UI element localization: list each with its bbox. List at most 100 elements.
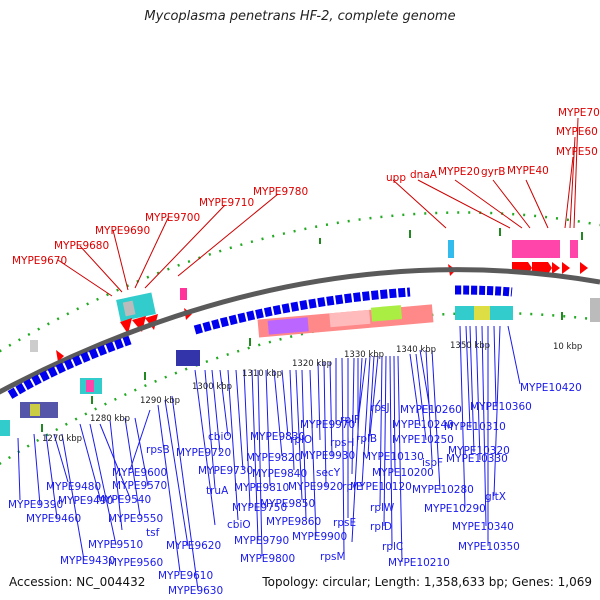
tick-label-5: 1320 kbp <box>292 359 332 369</box>
bottom-gene-label-33: MYPE9930 <box>300 450 355 462</box>
bottom-gene-label-41: MYPE10120 <box>350 481 412 493</box>
top-gene-label-12: MYPE60 <box>556 126 598 138</box>
top-gene-label-4: MYPE9710 <box>199 197 254 209</box>
bottom-gene-label-4: MYPE9430 <box>60 555 115 567</box>
bottom-gene-label-17: MYPE9720 <box>176 447 231 459</box>
bottom-gene-label-49: rpsJ <box>370 402 390 414</box>
top-gene-label-10: MYPE40 <box>507 165 549 177</box>
tick-label-2: 1290 kbp <box>140 396 180 406</box>
bottom-gene-label-19: MYPE9730 <box>198 465 253 477</box>
bottom-gene-label-55: MYPE10290 <box>424 503 486 515</box>
bottom-gene-label-13: MYPE9610 <box>158 570 213 582</box>
bottom-gene-labels: MYPE9390 MYPE9460 MYPE9480 MYPE9490 MYPE9430… <box>8 382 582 597</box>
reverse-strand-arrows <box>7 285 513 399</box>
bottom-gene-label-57: MYPE10320 <box>448 445 510 457</box>
top-gene-label-7: dnaA <box>410 169 438 181</box>
bottom-gene-label-12: rpsB <box>146 444 170 456</box>
tick-label-7: 1340 kbp <box>396 345 436 355</box>
bottom-gene-label-51: MYPE10250 <box>392 434 454 446</box>
tick-label-9: 10 kbp <box>553 342 582 352</box>
bottom-gene-label-21: MYPE9750 <box>232 502 287 514</box>
figure-title: Mycoplasma penetrans HF-2, complete geno… <box>144 9 456 24</box>
bottom-gene-label-63: MYPE10420 <box>520 382 582 394</box>
bottom-gene-label-18: cbiO <box>208 431 232 443</box>
bottom-gene-label-8: MYPE9560 <box>108 557 163 569</box>
top-gene-label-6: upp <box>386 172 406 184</box>
bottom-gene-label-14: MYPE9620 <box>166 540 221 552</box>
bottom-gene-label-27: MYPE9840 <box>252 468 307 480</box>
tick-label-0: 1270 kbp <box>42 434 82 444</box>
bottom-gene-label-16: truA <box>206 485 229 497</box>
bottom-gene-label-47: MYPE10200 <box>372 467 434 479</box>
bottom-gene-label-1: MYPE9460 <box>26 513 81 525</box>
bottom-gene-label-26: MYPE9830 <box>250 431 305 443</box>
top-gene-label-3: MYPE9700 <box>145 212 200 224</box>
bottom-gene-label-58: MYPE10330 <box>446 453 508 465</box>
topology-summary: Topology: circular; Length: 1,358,633 bp… <box>262 575 592 589</box>
dotted-grid <box>0 211 600 466</box>
top-callout-lines <box>57 117 579 297</box>
genome-backbone <box>0 267 600 395</box>
bottom-gene-label-25: MYPE9820 <box>246 452 301 464</box>
tick-label-8: 1350 kbp <box>450 341 490 351</box>
bottom-gene-label-6: MYPE9540 <box>96 494 151 506</box>
bottom-gene-label-36: rpsE <box>333 517 356 529</box>
bottom-gene-label-30: MYPE9900 <box>292 531 347 543</box>
bottom-gene-label-3: MYPE9490 <box>58 495 113 507</box>
bottom-gene-label-42: MYPE10130 <box>362 451 424 463</box>
tick-labels: 1270 kbp 1280 kbp 1290 kbp 1300 kbp 1310 kbp… <box>42 341 582 444</box>
top-gene-label-13: MYPE70 <box>558 107 600 119</box>
bottom-gene-label-52: MYPE10260 <box>400 404 462 416</box>
bottom-gene-label-11: tsf <box>146 527 160 539</box>
bottom-gene-label-62: gltX <box>485 491 506 503</box>
bottom-gene-label-48: MYPE10210 <box>388 557 450 569</box>
bottom-gene-label-61: MYPE10360 <box>470 401 532 413</box>
bottom-gene-label-50: MYPE10240 <box>392 419 454 431</box>
bottom-gene-label-32: MYPE9920 <box>288 481 343 493</box>
top-gene-label-9: gyrB <box>481 166 505 178</box>
bottom-gene-label-28: MYPE9850 <box>260 498 315 510</box>
tick-label-6: 1330 kbp <box>344 350 384 360</box>
bottom-gene-label-59: MYPE10340 <box>452 521 514 533</box>
bottom-gene-label-39: rplF <box>340 414 360 426</box>
bottom-gene-label-29: MYPE9860 <box>266 516 321 528</box>
bottom-gene-label-38: rpsH <box>330 437 354 449</box>
top-gene-label-5: MYPE9780 <box>253 186 308 198</box>
bottom-gene-label-9: MYPE9570 <box>112 480 167 492</box>
bottom-gene-label-60: MYPE10350 <box>458 541 520 553</box>
gene-blocks-top <box>30 240 578 352</box>
bottom-gene-label-46: rplC <box>382 541 403 553</box>
bottom-gene-label-22: MYPE9790 <box>234 535 289 547</box>
tick-label-4: 1310 kbp <box>242 369 282 379</box>
bottom-gene-label-31: rplO <box>290 434 312 446</box>
bottom-gene-label-37: secY <box>316 467 341 479</box>
bottom-gene-label-54: MYPE10280 <box>412 484 474 496</box>
tick-label-3: 1300 kbp <box>192 382 232 392</box>
bottom-gene-label-45: rplD <box>370 521 392 533</box>
bottom-gene-label-53: ispF <box>422 457 443 469</box>
bottom-gene-label-40: rplE <box>342 481 363 493</box>
top-gene-label-2: MYPE9690 <box>95 225 150 237</box>
bottom-callout-lines <box>17 325 521 591</box>
top-gene-label-0: MYPE9670 <box>12 255 67 267</box>
bottom-gene-label-5: MYPE9510 <box>88 539 143 551</box>
bottom-gene-label-10: MYPE9600 <box>112 467 167 479</box>
bottom-gene-label-34: MYPE9970 <box>300 419 355 431</box>
bottom-gene-label-56: MYPE10310 <box>444 421 506 433</box>
bottom-gene-label-43: rplB <box>356 433 377 445</box>
bottom-gene-label-44: rplW <box>370 502 395 514</box>
bottom-gene-label-15: MYPE9630 <box>168 585 223 597</box>
accession-text: Accession: NC_004432 <box>9 575 146 589</box>
tick-label-1: 1280 kbp <box>90 414 130 424</box>
bottom-gene-label-0: MYPE9390 <box>8 499 63 511</box>
bottom-gene-label-7: MYPE9550 <box>108 513 163 525</box>
gene-blocks-bottom <box>0 298 600 436</box>
top-gene-label-8: MYPE20 <box>438 166 480 178</box>
top-gene-label-1: MYPE9680 <box>54 240 109 252</box>
bottom-gene-label-35: rpsM <box>320 551 346 563</box>
bottom-gene-label-23: MYPE9800 <box>240 553 295 565</box>
bottom-gene-label-24: MYPE9810 <box>234 482 289 494</box>
